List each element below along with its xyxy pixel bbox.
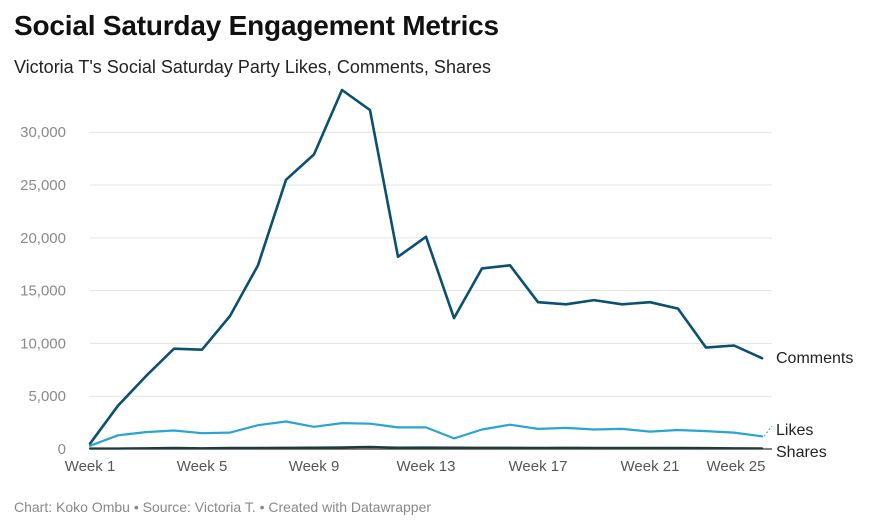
series-lines <box>88 88 764 450</box>
grid-lines <box>90 131 772 450</box>
y-tick-label: 20,000 <box>20 230 66 247</box>
y-tick-label: 10,000 <box>20 335 66 352</box>
series-labels: Comments Likes Shares <box>763 350 853 461</box>
x-axis-ticks: Week 1 Week 5 Week 9 Week 13 Week 17 Week 21 W… <box>65 458 766 475</box>
series-line-shares <box>88 445 764 450</box>
x-tick-label: Week 25 <box>707 458 766 475</box>
x-tick-label: Week 9 <box>289 458 340 475</box>
y-tick-label: 0 <box>58 441 66 458</box>
x-tick-label: Week 13 <box>397 458 456 475</box>
label-connector <box>763 425 773 437</box>
y-tick-label: 5,000 <box>28 388 66 405</box>
series-label-likes: Likes <box>776 422 813 439</box>
x-tick-label: Week 5 <box>177 458 228 475</box>
series-line-likes <box>88 420 764 447</box>
chart-credit: Chart: Koko Ombu • Source: Victoria T. •… <box>14 499 432 515</box>
x-tick-label: Week 1 <box>65 458 116 475</box>
page-title: Social Saturday Engagement Metrics <box>14 10 499 41</box>
y-tick-label: 30,000 <box>20 124 66 141</box>
chart-subtitle: Victoria T's Social Saturday Party Likes… <box>14 57 491 77</box>
series-line-comments <box>88 88 764 446</box>
series-label-shares: Shares <box>776 444 827 461</box>
x-tick-label: Week 21 <box>621 458 680 475</box>
series-label-comments: Comments <box>776 350 853 367</box>
y-tick-label: 15,000 <box>20 283 66 300</box>
y-tick-label: 25,000 <box>20 177 66 194</box>
y-axis-ticks: 0 5,000 10,000 15,000 20,000 25,000 30,000 <box>20 124 66 458</box>
x-tick-label: Week 17 <box>509 458 568 475</box>
